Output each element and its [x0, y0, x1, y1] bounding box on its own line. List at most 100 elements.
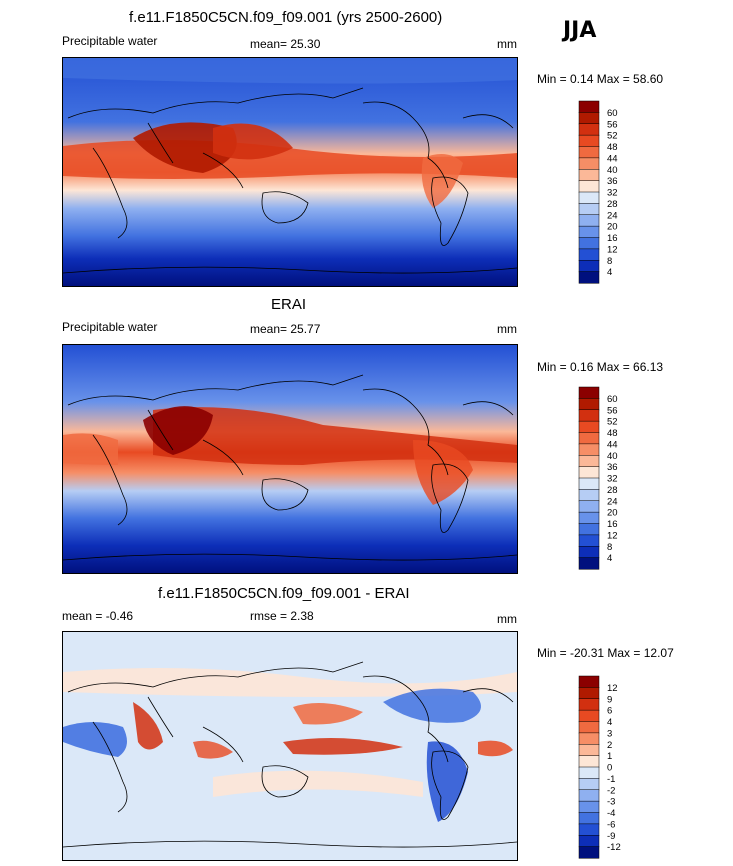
colorbar-tick-label: -6	[607, 819, 615, 830]
colorbar-tick-label: 2	[607, 740, 612, 751]
panel-2-variable-label: Precipitable water	[62, 320, 158, 334]
colorbar-swatch	[578, 432, 600, 445]
colorbar-swatch	[578, 398, 600, 411]
colorbar-swatch	[578, 157, 600, 170]
colorbar-swatch	[578, 709, 600, 723]
colorbar-swatch	[578, 800, 600, 814]
colorbar-swatch	[578, 766, 600, 779]
colorbar-tick-label: 48	[607, 428, 618, 439]
panel-1-minmax-label: Min = 0.14 Max = 58.60	[537, 72, 664, 86]
panel-3-units-label: mm	[497, 612, 517, 626]
colorbar-swatch	[578, 812, 600, 825]
colorbar-tick-label: 36	[607, 462, 618, 473]
colorbar-swatch	[578, 191, 600, 204]
colorbar-swatch	[578, 778, 600, 791]
colorbar-tick-label: 44	[607, 439, 618, 450]
colorbar-swatch	[578, 477, 600, 490]
colorbar-tick-label: 0	[607, 763, 612, 774]
panel-3-title: f.e11.F1850C5CN.f09_f09.001 - ERAI	[158, 585, 410, 602]
colorbar-swatch	[578, 225, 600, 239]
panel-2-minmax-label: Min = 0.16 Max = 66.13	[537, 360, 664, 374]
colorbar-swatch	[578, 744, 600, 757]
colorbar-swatch	[578, 500, 600, 513]
colorbar-swatch	[578, 180, 600, 193]
colorbar-tick-label: -9	[607, 831, 615, 842]
panel-2-title: ERAI	[271, 296, 307, 313]
colorbar-tick-label: 16	[607, 519, 618, 530]
colorbar-swatch	[578, 271, 600, 284]
colorbar-tick-label: 44	[607, 153, 618, 164]
colorbar-tick-label: 16	[607, 233, 618, 244]
colorbar-swatch	[578, 123, 600, 136]
panel-1-variable-label: Precipitable water	[62, 34, 158, 48]
colorbar-swatch	[578, 755, 600, 768]
colorbar-swatch	[578, 698, 600, 711]
panel-3-contour-field	[63, 632, 517, 860]
colorbar-tick-label: 24	[607, 210, 618, 221]
colorbar-tick-label: -1	[607, 774, 615, 785]
colorbar-swatch	[578, 420, 600, 434]
colorbar-swatch	[578, 134, 600, 148]
panel-3-rmse-label: rmse = 2.38	[250, 609, 314, 623]
colorbar-swatch	[578, 523, 600, 536]
colorbar-tick-label: -12	[607, 842, 621, 853]
colorbar-swatch	[578, 169, 600, 182]
colorbar-swatch	[578, 409, 600, 422]
colorbar-tick-label: 4	[607, 267, 612, 278]
colorbar-swatch	[578, 546, 600, 559]
colorbar-swatch	[578, 732, 600, 745]
colorbar-swatch	[578, 443, 600, 456]
colorbar-swatch	[578, 534, 600, 547]
colorbar-swatch	[578, 511, 600, 525]
colorbar-tick-label: 40	[607, 451, 618, 462]
panel-1-map	[62, 57, 518, 287]
colorbar-swatch	[578, 466, 600, 479]
colorbar-tick-label: 52	[607, 417, 618, 428]
colorbar-swatch	[578, 214, 600, 227]
colorbar-tick-label: 56	[607, 405, 618, 416]
colorbar-tick-label: 8	[607, 256, 612, 267]
panel-3-map	[62, 631, 518, 861]
season-label: JJA	[563, 18, 597, 43]
panel-1-units-label: mm	[497, 37, 517, 51]
colorbar-tick-label: 52	[607, 131, 618, 142]
panel-3-mean-label: mean = -0.46	[62, 609, 134, 623]
colorbar-tick-label: 1	[607, 751, 612, 762]
colorbar-tick-label: 12	[607, 683, 618, 694]
panel-2-contour-field	[63, 345, 517, 573]
panel-2-colorbar: 60 56 52 48 44 40 36 32 28 24 20 16 12 8 4	[578, 386, 618, 570]
colorbar-tick-label: 8	[607, 542, 612, 553]
colorbar-tick-label: 60	[607, 394, 618, 405]
panel-3-colorbar: 12 9 6 4 3 2 1 0 -1 -2 -3 -4 -6 -9 -12	[578, 675, 621, 859]
colorbar-swatch	[578, 100, 600, 113]
panel-2-units-label: mm	[497, 322, 517, 336]
panel-3-minmax-label: Min = -20.31 Max = 12.07	[537, 646, 674, 660]
colorbar-tick-label: 12	[607, 244, 618, 255]
colorbar-tick-label: 3	[607, 728, 612, 739]
colorbar-tick-label: 9	[607, 694, 612, 705]
colorbar-tick-label: 48	[607, 142, 618, 153]
colorbar-tick-label: 32	[607, 474, 618, 485]
colorbar-swatch	[578, 789, 600, 802]
colorbar-swatch	[578, 248, 600, 261]
colorbar-swatch	[578, 557, 600, 570]
colorbar-tick-label: 32	[607, 188, 618, 199]
colorbar-swatch	[578, 203, 600, 216]
colorbar-swatch	[578, 823, 600, 836]
panel-1-title: f.e11.F1850C5CN.f09_f09.001 (yrs 2500-26…	[129, 9, 443, 26]
colorbar-tick-label: 36	[607, 176, 618, 187]
colorbar-swatch	[578, 455, 600, 468]
colorbar-tick-label: 28	[607, 485, 618, 496]
colorbar-swatch	[578, 386, 600, 399]
panel-2-map	[62, 344, 518, 574]
panel-1-colorbar: 60 56 52 48 44 40 36 32 28 24 20 16 12 8 4	[578, 100, 618, 284]
colorbar-tick-label: 40	[607, 165, 618, 176]
panel-2-mean-label: mean= 25.77	[250, 322, 321, 336]
colorbar-tick-label: 12	[607, 530, 618, 541]
colorbar-swatch	[578, 146, 600, 159]
colorbar-swatch	[578, 675, 600, 688]
colorbar-tick-label: 20	[607, 222, 618, 233]
colorbar-tick-label: 28	[607, 199, 618, 210]
